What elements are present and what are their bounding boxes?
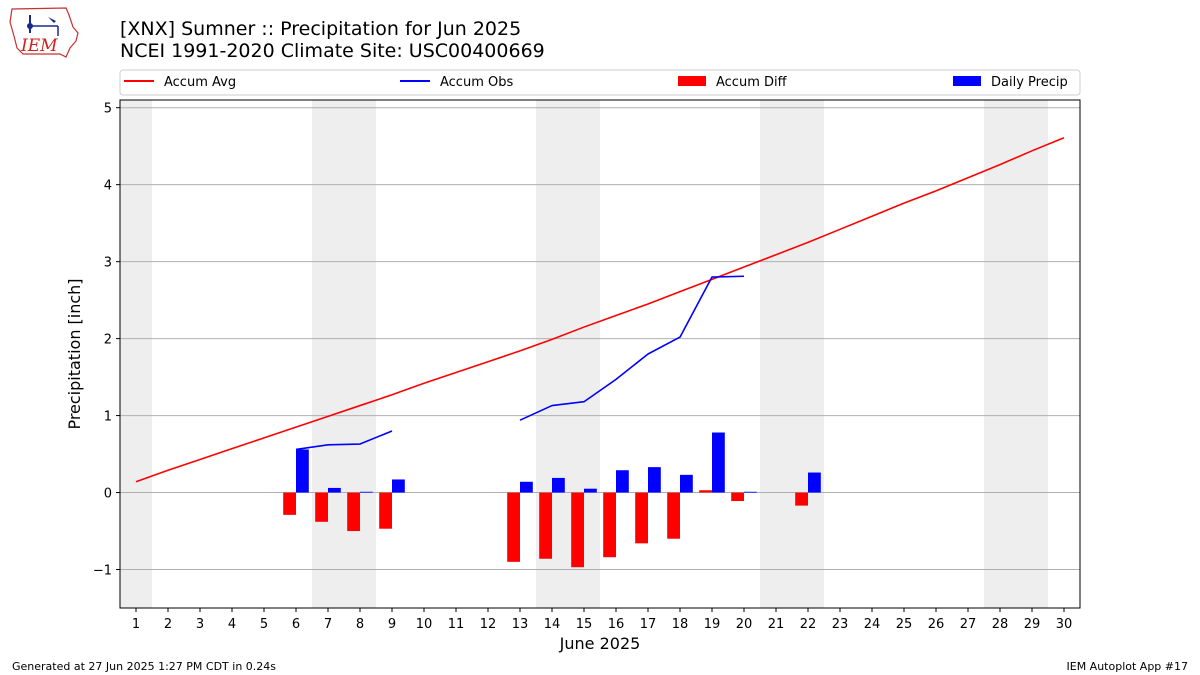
weekend-shade-day-1 xyxy=(120,100,152,608)
x-tick-label-11: 11 xyxy=(448,617,465,632)
daily-precip-bar-day-22 xyxy=(808,472,821,493)
daily-precip-bar-day-17 xyxy=(648,467,661,493)
y-tick-label-5: 4 xyxy=(104,179,112,194)
chart-title-line1: [XNX] Sumner :: Precipitation for Jun 20… xyxy=(120,18,521,40)
x-tick-label-17: 17 xyxy=(640,617,657,632)
legend-label-accum-diff: Accum Diff xyxy=(716,75,788,90)
y-tick-label-6: 5 xyxy=(104,102,112,117)
accum-obs-line-segment-0 xyxy=(295,430,393,451)
x-tick-label-26: 26 xyxy=(928,617,945,632)
x-tick-label-19: 19 xyxy=(704,617,721,632)
legend-label-daily-precip: Daily Precip xyxy=(991,75,1068,90)
daily-precip-bar-day-6 xyxy=(296,449,309,493)
x-tick-label-23: 23 xyxy=(832,617,849,632)
accum-diff-bar-day-7 xyxy=(315,492,328,522)
footer-app: IEM Autoplot App #17 xyxy=(1067,660,1189,673)
accum-obs-line-segment-1 xyxy=(519,275,745,421)
x-tick-label-7: 7 xyxy=(324,617,332,632)
x-tick-label-15: 15 xyxy=(576,617,593,632)
y-tick-label-0: −1 xyxy=(93,564,112,579)
accum-diff-bar-day-17 xyxy=(635,492,648,544)
accum-avg-line-segment-0 xyxy=(135,136,1065,483)
iowa-state-outline-icon xyxy=(9,7,79,58)
x-tick-label-2: 2 xyxy=(164,617,172,632)
x-axis-ticks: 1 2 3 4 5 6 7 8 9 10 11 12 13 14 15 16 17 18 19 20 21 22 23 24 2… xyxy=(132,608,1072,632)
daily-precip-bar-day-15 xyxy=(584,488,597,493)
y-tick-label-1: 0 xyxy=(104,487,112,502)
accum-diff-bar-day-13 xyxy=(507,492,520,562)
x-tick-label-22: 22 xyxy=(800,617,817,632)
x-tick-label-16: 16 xyxy=(608,617,625,632)
x-tick-label-3: 3 xyxy=(196,617,204,632)
x-tick-label-5: 5 xyxy=(260,617,268,632)
x-tick-label-8: 8 xyxy=(356,617,364,632)
daily-precip-bar-day-13 xyxy=(520,481,533,493)
x-tick-label-4: 4 xyxy=(228,617,236,632)
bar-marks xyxy=(283,432,821,568)
x-tick-label-14: 14 xyxy=(544,617,561,632)
weekend-shade-day-8 xyxy=(344,100,376,608)
y-tick-label-3: 2 xyxy=(104,333,112,348)
accum-diff-bar-day-19 xyxy=(699,490,712,493)
y-axis-ticks: −1 0 1 2 3 4 5 xyxy=(93,102,120,579)
y-tick-label-2: 1 xyxy=(104,410,112,425)
footer-generated: Generated at 27 Jun 2025 1:27 PM CDT in … xyxy=(12,660,276,673)
daily-precip-bar-day-8 xyxy=(360,491,373,493)
weekend-shade-day-7 xyxy=(312,100,344,608)
legend-frame xyxy=(119,69,1081,96)
accum-diff-bar-day-6 xyxy=(283,492,296,515)
x-tick-label-27: 27 xyxy=(960,617,977,632)
x-tick-label-9: 9 xyxy=(388,617,396,632)
x-axis-label: June 2025 xyxy=(559,634,641,653)
daily-precip-bar-day-18 xyxy=(680,474,693,493)
y-tick-label-4: 3 xyxy=(104,256,112,271)
accum-diff-bar-day-15 xyxy=(571,492,584,568)
x-tick-label-12: 12 xyxy=(480,617,497,632)
legend-swatch-accum-diff xyxy=(678,76,706,86)
legend-swatch-daily-precip xyxy=(953,76,981,86)
daily-precip-bar-day-9 xyxy=(392,479,405,493)
accum-diff-bar-day-14 xyxy=(539,492,552,559)
accum-diff-bar-day-8 xyxy=(347,492,360,532)
iem-logo: IEM xyxy=(9,7,79,58)
gridlines xyxy=(120,107,1080,571)
logo-text: IEM xyxy=(20,36,58,56)
y-axis-label: Precipitation [inch] xyxy=(65,278,84,429)
x-tick-label-28: 28 xyxy=(992,617,1009,632)
x-tick-label-20: 20 xyxy=(736,617,753,632)
weekend-shade-day-22 xyxy=(792,100,824,608)
weekend-shade-day-28 xyxy=(984,100,1016,608)
anemometer-icon xyxy=(48,17,56,23)
line-marks xyxy=(135,136,1065,483)
weekend-shade-day-21 xyxy=(760,100,792,608)
legend-label-accum-obs: Accum Obs xyxy=(440,75,513,90)
plot-frame xyxy=(119,99,1081,609)
x-tick-label-30: 30 xyxy=(1056,617,1073,632)
legend-label-accum-avg: Accum Avg xyxy=(164,75,236,90)
x-tick-label-13: 13 xyxy=(512,617,529,632)
accum-diff-bar-day-20 xyxy=(731,492,744,502)
x-tick-label-21: 21 xyxy=(768,617,785,632)
weekend-shade-day-29 xyxy=(1016,100,1048,608)
daily-precip-bar-day-19 xyxy=(712,432,725,493)
accum-diff-bar-day-9 xyxy=(379,492,392,529)
daily-precip-bar-day-20 xyxy=(744,491,757,493)
daily-precip-bar-day-7 xyxy=(328,487,341,493)
daily-precip-bar-day-16 xyxy=(616,470,629,493)
daily-precip-bar-day-14 xyxy=(552,477,565,493)
legend: Accum Avg Accum Obs Accum Diff Daily Pre… xyxy=(119,69,1081,96)
x-tick-label-25: 25 xyxy=(896,617,913,632)
accum-diff-bar-day-16 xyxy=(603,492,616,558)
x-tick-label-6: 6 xyxy=(292,617,300,632)
accum-diff-bar-day-18 xyxy=(667,492,680,539)
x-tick-label-10: 10 xyxy=(416,617,433,632)
x-tick-label-29: 29 xyxy=(1024,617,1041,632)
chart-title-line2: NCEI 1991-2020 Climate Site: USC00400669 xyxy=(120,40,545,62)
x-tick-label-24: 24 xyxy=(864,617,881,632)
accum-diff-bar-day-22 xyxy=(795,492,808,506)
x-tick-label-18: 18 xyxy=(672,617,689,632)
x-tick-label-1: 1 xyxy=(132,617,140,632)
